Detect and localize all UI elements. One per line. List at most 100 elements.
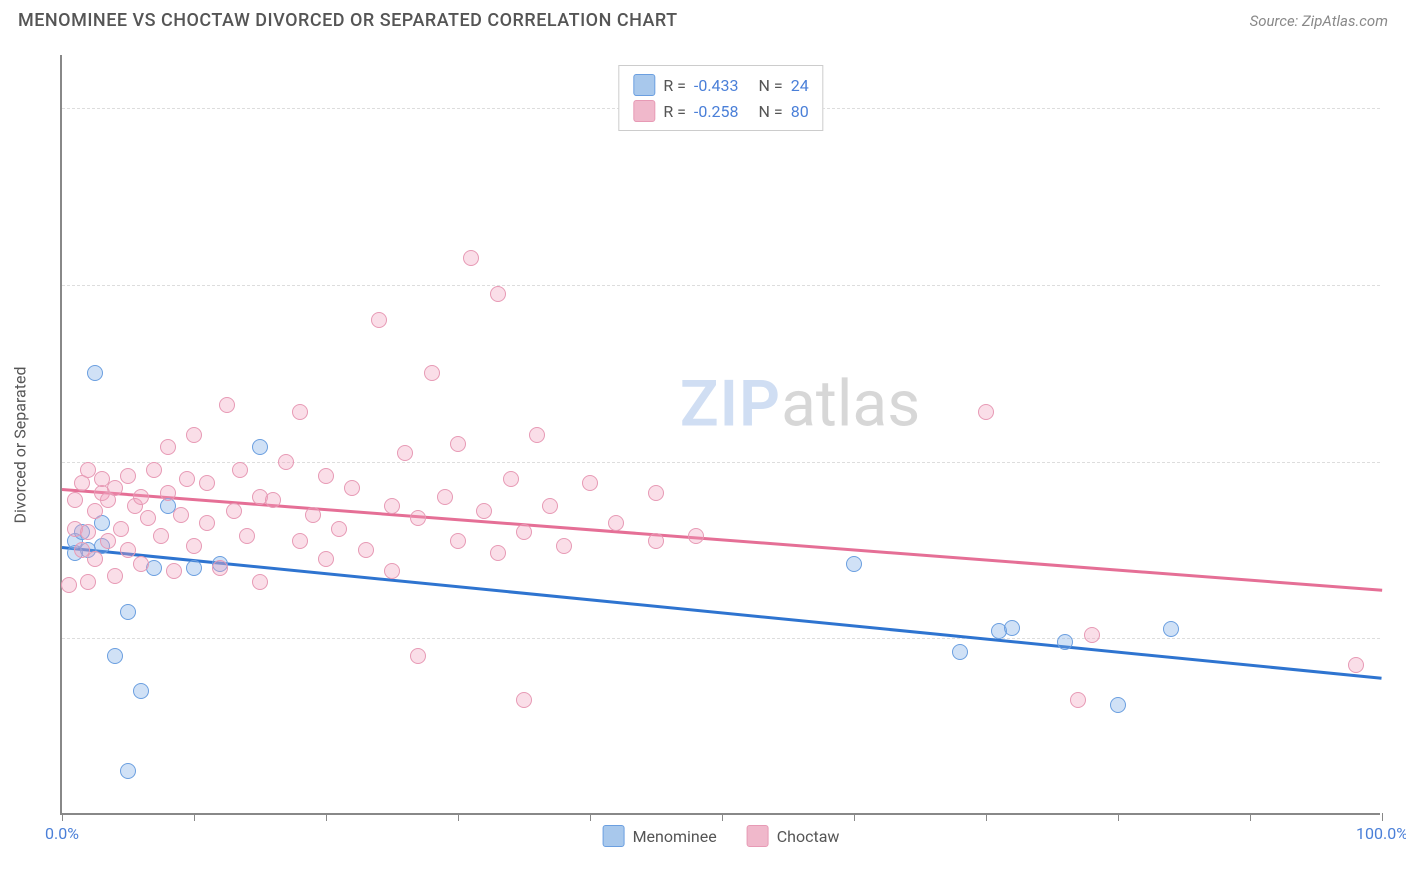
data-point [107, 480, 123, 496]
legend-n-label: N = [759, 76, 783, 95]
data-point [87, 365, 103, 381]
data-point [239, 528, 255, 544]
data-point [688, 528, 704, 544]
data-point [133, 556, 149, 572]
x-tick [62, 813, 63, 821]
x-tick-label: 0.0% [45, 824, 79, 843]
data-point [384, 498, 400, 514]
data-point [173, 507, 189, 523]
data-point [146, 462, 162, 478]
legend-r-label: R = [663, 102, 686, 121]
x-tick-label: 100.0% [1356, 824, 1406, 843]
data-point [166, 563, 182, 579]
data-point [120, 542, 136, 558]
data-point [490, 286, 506, 302]
data-point [358, 542, 374, 558]
legend-label: Choctaw [777, 827, 840, 846]
data-point [978, 404, 994, 420]
data-point [120, 763, 136, 779]
data-point [87, 551, 103, 567]
data-point [219, 397, 235, 413]
x-tick [1382, 813, 1383, 821]
chart-source: Source: ZipAtlas.com [1250, 12, 1388, 30]
data-point [608, 515, 624, 531]
data-point [437, 489, 453, 505]
data-point [384, 563, 400, 579]
x-tick [326, 813, 327, 821]
legend-n-value: 24 [791, 76, 809, 95]
data-point [160, 485, 176, 501]
x-tick [854, 813, 855, 821]
data-point [80, 574, 96, 590]
legend-swatch [633, 100, 655, 122]
legend-n-value: 80 [791, 102, 809, 121]
data-point [542, 498, 558, 514]
data-point [186, 538, 202, 554]
data-point [87, 503, 103, 519]
data-point [265, 492, 281, 508]
data-point [186, 427, 202, 443]
data-point [1110, 697, 1126, 713]
legend-row: R = -0.258 N = 80 [633, 98, 808, 124]
chart-title: MENOMINEE VS CHOCTAW DIVORCED OR SEPARAT… [18, 10, 678, 31]
legend-swatch [747, 825, 769, 847]
grid-line [62, 285, 1380, 286]
data-point [463, 250, 479, 266]
data-point [952, 644, 968, 660]
data-point [490, 545, 506, 561]
watermark-atlas: atlas [781, 366, 920, 441]
data-point [107, 568, 123, 584]
data-point [516, 524, 532, 540]
data-point [1070, 692, 1086, 708]
data-point [186, 560, 202, 576]
legend-label: Menominee [633, 827, 717, 846]
data-point [252, 574, 268, 590]
legend-row: R = -0.433 N = 24 [633, 72, 808, 98]
data-point [424, 365, 440, 381]
data-point [476, 503, 492, 519]
data-point [305, 507, 321, 523]
legend-item: Menominee [603, 825, 717, 847]
series-legend: Menominee Choctaw [603, 825, 840, 847]
data-point [133, 489, 149, 505]
data-point [529, 427, 545, 443]
data-point [318, 551, 334, 567]
x-tick [1250, 813, 1251, 821]
data-point [232, 462, 248, 478]
data-point [371, 312, 387, 328]
legend-n-label: N = [759, 102, 783, 121]
legend-r-value: -0.258 [694, 102, 739, 121]
legend-r-value: -0.433 [694, 76, 739, 95]
data-point [100, 533, 116, 549]
data-point [120, 468, 136, 484]
chart-header: MENOMINEE VS CHOCTAW DIVORCED OR SEPARAT… [0, 0, 1406, 37]
data-point [160, 439, 176, 455]
data-point [1163, 621, 1179, 637]
data-point [252, 439, 268, 455]
data-point [1004, 620, 1020, 636]
x-tick [590, 813, 591, 821]
x-tick [986, 813, 987, 821]
y-axis-label: Divorced or Separated [11, 366, 30, 523]
trend-line [62, 546, 1382, 679]
legend-swatch [603, 825, 625, 847]
data-point [450, 533, 466, 549]
data-point [846, 556, 862, 572]
data-point [153, 528, 169, 544]
data-point [1057, 634, 1073, 650]
legend-item: Choctaw [747, 825, 840, 847]
plot-area: ZIPatlas R = -0.433N = 24R = -0.258N = 8… [60, 55, 1380, 815]
data-point [503, 471, 519, 487]
legend-swatch [633, 74, 655, 96]
legend-r-label: R = [663, 76, 686, 95]
data-point [648, 533, 664, 549]
grid-line [62, 462, 1380, 463]
x-tick [1118, 813, 1119, 821]
data-point [410, 510, 426, 526]
data-point [292, 404, 308, 420]
data-point [179, 471, 195, 487]
data-point [292, 533, 308, 549]
data-point [318, 468, 334, 484]
data-point [344, 480, 360, 496]
data-point [80, 524, 96, 540]
